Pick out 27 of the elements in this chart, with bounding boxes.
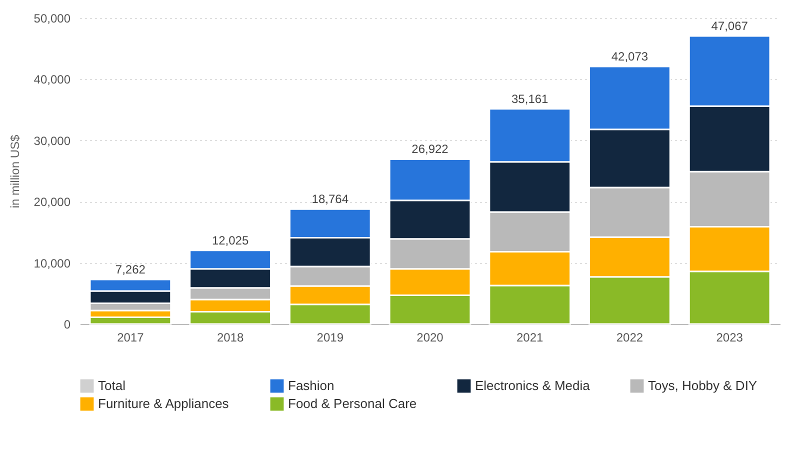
- y-tick-label: 50,000: [34, 12, 71, 26]
- total-label: 35,161: [512, 92, 549, 106]
- x-tick-label: 2017: [117, 330, 144, 344]
- x-tick-label: 2023: [716, 330, 744, 344]
- total-label: 12,025: [212, 233, 249, 248]
- y-tick-label: 30,000: [34, 134, 71, 148]
- total-label: 18,764: [312, 192, 349, 206]
- y-axis-title: in million US$: [8, 134, 22, 208]
- legend-label: Electronics & Media: [475, 378, 591, 393]
- y-tick-label: 20,000: [34, 195, 71, 210]
- y-tick-label: 40,000: [34, 72, 71, 87]
- total-label: 47,067: [711, 18, 748, 33]
- total-label: 7,262: [115, 262, 146, 277]
- legend-label: Food & Personal Care: [288, 396, 417, 411]
- y-tick-label: 0: [64, 318, 71, 332]
- x-tick-label: 2018: [216, 330, 244, 344]
- x-tick-label: 2022: [616, 330, 644, 344]
- x-tick-label: 2021: [516, 330, 544, 344]
- legend-label: Furniture & Appliances: [98, 396, 230, 411]
- total-label: 42,073: [611, 50, 648, 64]
- y-tick-label: 10,000: [34, 256, 71, 270]
- total-label: 26,922: [412, 142, 449, 156]
- x-tick-label: 2019: [316, 330, 344, 344]
- x-tick-label: 2020: [416, 330, 444, 344]
- legend-label: Fashion: [288, 378, 334, 393]
- legend-label: Total: [98, 378, 126, 393]
- legend-label: Toys, Hobby & DIY: [648, 378, 758, 393]
